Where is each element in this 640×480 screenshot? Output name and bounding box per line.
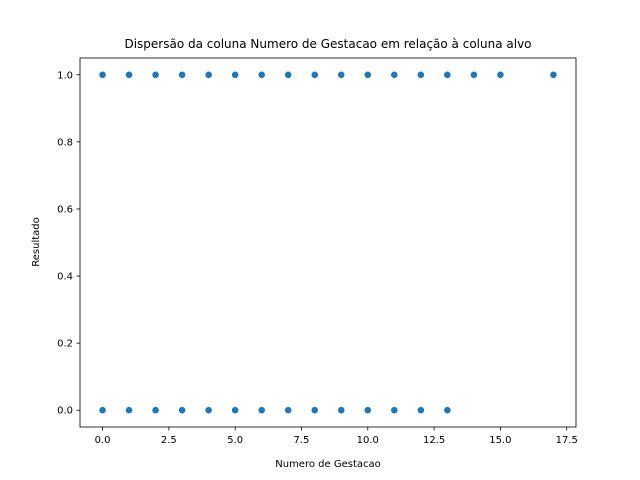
data-point — [390, 70, 399, 79]
data-point — [310, 70, 319, 79]
data-point — [443, 406, 452, 415]
plot-frame — [79, 57, 577, 428]
chart-title: Dispersão da coluna Numero de Gestacao e… — [124, 37, 531, 51]
x-tick-label: 10.0 — [357, 435, 379, 446]
y-tick-label: 0.0 — [57, 406, 73, 417]
y-tick-label: 0.4 — [57, 272, 73, 283]
x-tick-label: 5.0 — [227, 435, 243, 446]
data-point — [284, 70, 293, 79]
data-point — [416, 70, 425, 79]
data-point — [231, 406, 240, 415]
x-tick-label: 12.5 — [423, 435, 445, 446]
data-point — [98, 406, 107, 415]
data-point — [178, 70, 187, 79]
data-point — [284, 406, 293, 415]
data-point — [363, 406, 372, 415]
x-tick-label: 2.5 — [161, 435, 177, 446]
axis-ticks: 0.0 2.5 5.0 7.5 10.0 12.5 15.0 17.5 0.0 0.2 0.4 0.6… — [57, 70, 578, 446]
data-point — [363, 70, 372, 79]
data-point — [231, 70, 240, 79]
data-point — [125, 70, 133, 79]
data-point — [204, 406, 213, 415]
y-tick-label: 0.6 — [57, 204, 73, 215]
data-point — [178, 406, 187, 415]
data-point — [257, 406, 266, 415]
data-point — [151, 70, 160, 79]
y-tick-label: 1.0 — [57, 70, 73, 81]
data-point — [125, 406, 133, 415]
data-point — [496, 70, 505, 79]
data-point — [151, 406, 160, 415]
x-tick-label: 0.0 — [95, 435, 111, 446]
y-axis-label: Resultado — [31, 217, 42, 267]
data-point — [257, 70, 266, 79]
data-point — [390, 406, 399, 415]
data-point — [416, 406, 425, 415]
data-point — [98, 70, 107, 79]
data-point — [443, 70, 452, 79]
x-tick-label: 7.5 — [294, 435, 310, 446]
data-point — [337, 70, 346, 79]
x-axis-label: Numero de Gestacao — [275, 459, 380, 470]
x-tick-label: 15.0 — [489, 435, 511, 446]
data-points — [98, 70, 558, 415]
data-point — [469, 70, 478, 79]
data-point — [204, 70, 213, 79]
y-tick-label: 0.2 — [57, 339, 73, 350]
y-tick-label: 0.8 — [57, 137, 73, 148]
data-point — [310, 406, 319, 415]
data-point — [549, 70, 558, 79]
data-point — [337, 406, 346, 415]
x-tick-label: 17.5 — [556, 435, 578, 446]
